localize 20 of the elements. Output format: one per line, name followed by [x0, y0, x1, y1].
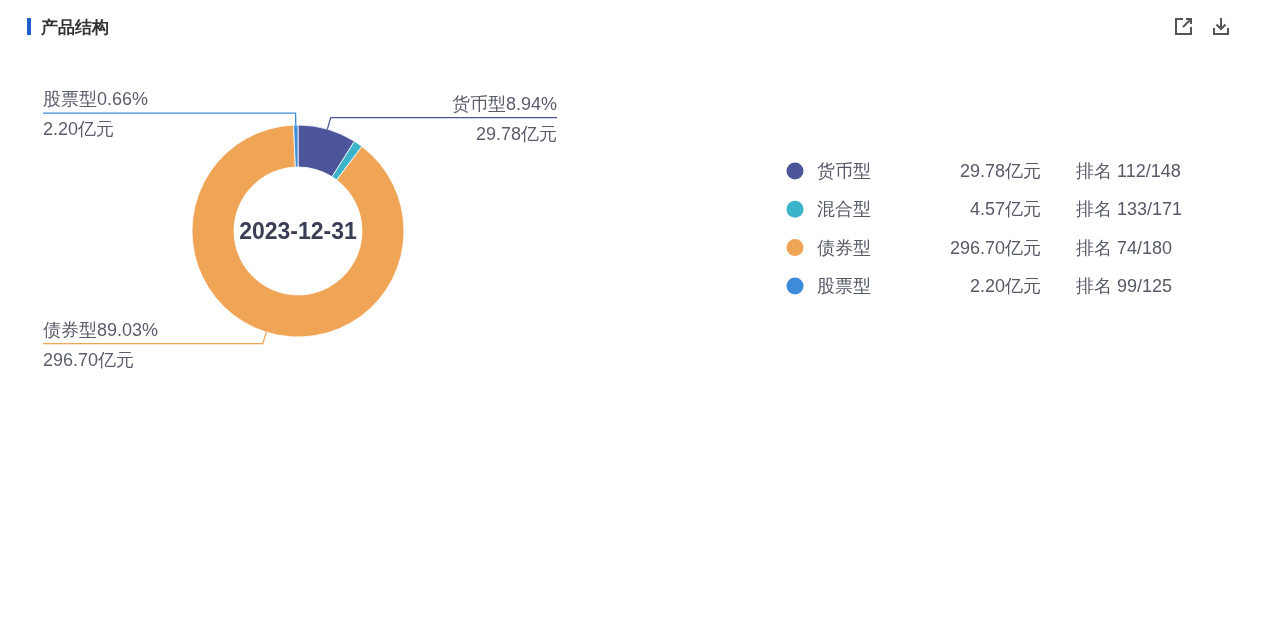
legend-rank: 排名 99/125 [1076, 275, 1173, 296]
legend-rank: 排名 112/148 [1076, 161, 1181, 181]
data-label: 29.78亿元 [475, 123, 557, 144]
legend-rank: 排名 74/180 [1076, 237, 1173, 258]
legend-value: 2.20亿元 [969, 275, 1041, 296]
legend-label: 债券型 [817, 237, 871, 258]
center-label: 2023-12-31 [239, 218, 357, 244]
data-label: 股票型0.66% [43, 89, 149, 110]
chart-title: 产品结构 [41, 18, 109, 37]
legend-value: 29.78亿元 [959, 161, 1041, 181]
legend-value: 296.70亿元 [949, 237, 1041, 258]
data-label: 货币型8.94% [451, 93, 557, 114]
data-label: 2.20亿元 [43, 119, 115, 140]
legend-rank: 排名 133/171 [1076, 199, 1183, 220]
data-label: 债券型89.03% [43, 319, 159, 340]
legend-label: 股票型 [817, 275, 871, 296]
data-label: 296.70亿元 [43, 349, 135, 370]
legend-value: 4.57亿元 [969, 199, 1041, 220]
legend-label: 货币型 [817, 161, 871, 181]
legend-label: 混合型 [817, 199, 871, 220]
